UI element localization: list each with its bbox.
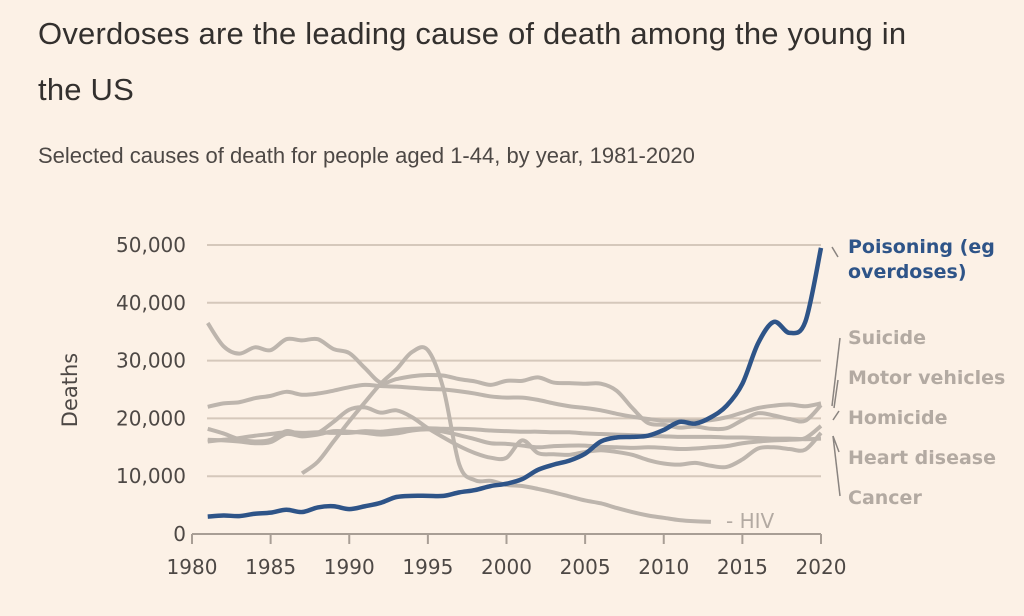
x-axis: 1980 1985 1990 1995 2000 2005 2010 2015 2020 bbox=[167, 533, 847, 579]
x-tick-label: 2000 bbox=[481, 555, 532, 579]
chart-title: Overdoses are the leading cause of death… bbox=[38, 16, 907, 107]
leader-cancer bbox=[832, 435, 841, 497]
y-tick-label: 20,000 bbox=[116, 406, 186, 430]
series-line-cancer bbox=[207, 426, 822, 444]
label-poisoning-line2: overdoses) bbox=[848, 261, 967, 283]
label-suicide: Suicide bbox=[848, 327, 926, 349]
label-heart-disease: Heart disease bbox=[848, 447, 996, 469]
x-tick-label: 2020 bbox=[796, 555, 847, 579]
y-axis: 0 10,000 20,000 30,000 40,000 50,000 bbox=[116, 233, 186, 546]
x-tick-label: 1990 bbox=[324, 555, 375, 579]
series-line-heart-disease bbox=[207, 424, 823, 452]
x-tick-label: 1995 bbox=[402, 555, 453, 579]
x-tick-label: 2010 bbox=[638, 555, 689, 579]
y-tick-label: 40,000 bbox=[116, 291, 186, 315]
y-axis-title: Deaths bbox=[58, 353, 82, 427]
y-tick-label: 50,000 bbox=[116, 233, 186, 257]
series-line-poisoning-eg-overdoses bbox=[207, 247, 824, 519]
x-tick-label: 1985 bbox=[245, 555, 296, 579]
y-tick-label: 30,000 bbox=[116, 349, 186, 373]
label-poisoning-line1: Poisoning (eg bbox=[848, 236, 995, 258]
series-line-suicide bbox=[207, 382, 822, 424]
label-leader-lines bbox=[831, 246, 841, 497]
leader-motor-vehicles bbox=[833, 379, 839, 409]
muted-series bbox=[206, 321, 823, 524]
leader-poisoning bbox=[831, 246, 839, 258]
chart-subtitle: Selected causes of death for people aged… bbox=[38, 143, 695, 168]
highlight-series bbox=[207, 247, 824, 519]
label-homicide: Homicide bbox=[848, 407, 948, 429]
x-tick-label: 1980 bbox=[167, 555, 218, 579]
label-cancer: Cancer bbox=[848, 487, 922, 509]
leader-homicide bbox=[832, 410, 840, 421]
gridlines bbox=[207, 244, 821, 478]
x-tick-label: 2015 bbox=[717, 555, 768, 579]
y-tick-label: 10,000 bbox=[116, 464, 186, 488]
label-motor-vehicles: Motor vehicles bbox=[848, 367, 1005, 389]
leader-suicide bbox=[831, 337, 841, 407]
y-tick-label: 0 bbox=[173, 522, 186, 546]
series-line-motor-vehicles bbox=[206, 321, 823, 432]
label-hiv: - HIV bbox=[726, 509, 775, 533]
series-labels: Poisoning (eg overdoses) Suicide Motor v… bbox=[726, 236, 1005, 533]
x-tick-label: 2005 bbox=[560, 555, 611, 579]
